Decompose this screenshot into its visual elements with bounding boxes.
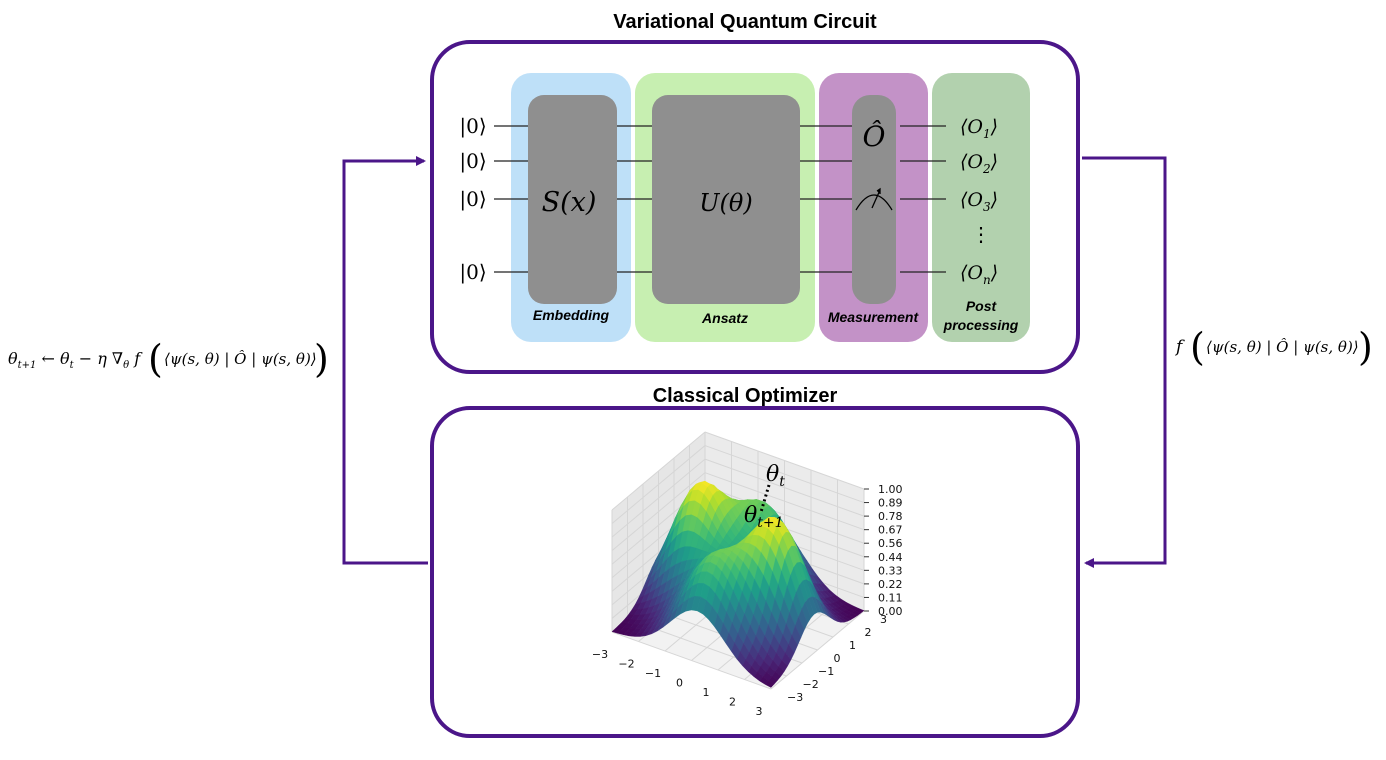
cost-function-formula: f ( ⟨ψ(s, θ) | Ô | ψ(s, θ)⟩ ) [1174,325,1373,369]
qubit-label-1: |0⟩ [459,114,486,139]
right-f: f [1174,337,1185,357]
y-tick-label: −3 [787,691,803,704]
optimizer-title: Classical Optimizer [653,385,838,407]
z-tick-label: 0.67 [878,524,903,537]
right-feedback-arrow [1082,156,1167,568]
post-processing-section [932,73,1030,342]
y-tick-label: 0 [834,652,841,665]
z-tick-label: 0.89 [878,497,903,510]
qubit-wires [494,125,946,273]
post-label-line1: Post [966,298,998,314]
y-tick-label: −2 [803,678,819,691]
left-paren-open: ( [148,337,163,381]
right-bracket-expr: ⟨ψ(s, θ) | Ô | ψ(s, θ)⟩ [1206,338,1359,356]
vqc-title: Variational Quantum Circuit [613,11,877,33]
z-tick-label: 1.00 [878,483,903,496]
qubit-label-2: |0⟩ [459,149,486,174]
theta-t1-label: θt+1 [744,503,784,531]
qubit-label-3: |0⟩ [459,187,486,212]
x-tick-label: 1 [703,686,710,699]
output-3: ⟨O3⟩ [960,189,998,214]
z-tick-label: 0.44 [878,551,903,564]
right-paren-open: ( [1190,325,1205,369]
y-tick-label: 1 [849,639,856,652]
surface-mesh [611,480,865,688]
post-label-line2: processing [943,317,1019,333]
meter-icon [855,187,893,211]
output-1: ⟨O1⟩ [960,116,998,141]
x-tick-label: −3 [592,648,608,661]
measurement-gate [852,95,896,304]
observable-label: Ô [863,119,886,153]
x-tick-label: 3 [756,705,763,718]
left-paren-close: ) [314,337,329,381]
left-feedback-arrow [342,156,428,565]
right-paren-close: ) [1358,325,1373,369]
y-tick-label: 3 [880,613,887,626]
embedding-gate-label: S(x) [542,187,597,218]
svg-text:⟨O2⟩: ⟨O2⟩ [960,151,998,176]
z-tick-label: 0.56 [878,537,903,550]
ansatz-gate-label: U(θ) [699,189,752,217]
vqc-frame [430,40,1080,374]
z-tick-label: 0.78 [878,510,903,523]
x-tick-label: 0 [676,677,683,690]
z-tick-label: 0.11 [878,591,903,604]
output-2: ⟨O2⟩ [960,151,998,176]
update-rule-formula: θt+1 ← θt − η ∇θ f ( ⟨ψ(s, θ) | Ô | ψ(s,… [8,337,329,381]
ansatz-label: Ansatz [701,310,748,326]
x-tick-label: −2 [618,658,634,671]
z-tick-label: 0.33 [878,564,903,577]
x-tick-label: −1 [645,667,661,680]
embedding-label: Embedding [533,307,610,323]
surface-plot: −3−2−10123−3−2−101230.000.110.220.330.44… [592,431,903,718]
svg-text:θt+1 ← θt − η ∇θ f: θt+1 ← θt − η ∇θ f [8,349,143,371]
y-tick-label: 2 [865,626,872,639]
svg-text:⟨O3⟩: ⟨O3⟩ [960,189,998,214]
surface-annotations: θt θt+1 [744,462,785,531]
z-tick-label: 0.22 [878,578,903,591]
embedding-gate [528,95,617,304]
output-ellipsis: ⋮ [971,222,991,246]
svg-text:⟨On⟩: ⟨On⟩ [960,262,998,287]
plot-axes: −3−2−10123−3−2−101230.000.110.220.330.44… [592,483,903,718]
x-tick-label: 2 [729,696,736,709]
svg-text:⟨O1⟩: ⟨O1⟩ [960,116,998,141]
y-tick-label: −1 [818,665,834,678]
left-bracket-expr: ⟨ψ(s, θ) | Ô | ψ(s, θ)⟩ [164,350,317,368]
ansatz-gate [652,95,800,304]
output-n: ⟨On⟩ [960,262,998,287]
theta-t-label: θt [766,462,785,490]
optimizer-frame [430,406,1080,738]
z-tick-label: 0.00 [878,605,903,618]
qubit-label-4: |0⟩ [459,260,486,285]
surface-facet [764,680,775,688]
measurement-label: Measurement [828,309,920,325]
